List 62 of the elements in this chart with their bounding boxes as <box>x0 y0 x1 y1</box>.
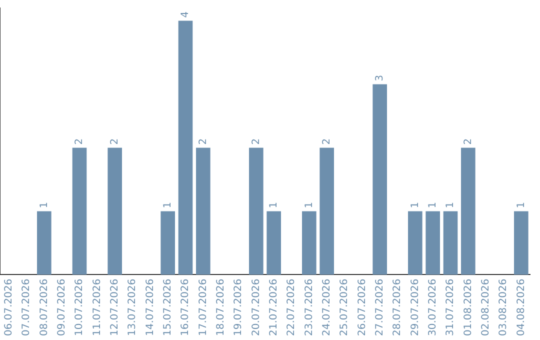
bar <box>443 211 458 275</box>
x-tick-label: 29.07.2026 <box>410 278 421 336</box>
data-label: 1 <box>268 202 280 208</box>
bar <box>266 211 281 275</box>
bar <box>426 211 440 275</box>
data-label: 2 <box>74 138 86 145</box>
data-label: 1 <box>445 202 456 208</box>
x-tick-label: 24.07.2026 <box>321 278 332 336</box>
data-label: 1 <box>516 202 527 208</box>
x-tick-label: 15.07.2026 <box>162 278 174 336</box>
bar <box>249 148 264 275</box>
x-tick-label: 10.07.2026 <box>74 278 86 336</box>
bar <box>37 211 52 275</box>
x-tick-label: 26.07.2026 <box>356 278 368 336</box>
x-tick-label: 27.07.2026 <box>374 278 386 336</box>
bar <box>320 148 334 275</box>
data-label: 1 <box>304 202 315 208</box>
data-label: 2 <box>109 138 120 145</box>
x-tick-label: 12.07.2026 <box>109 278 120 336</box>
x-tick-label: 02.08.2026 <box>480 278 492 336</box>
x-tick-label: 19.07.2026 <box>233 278 244 336</box>
data-label: 4 <box>180 11 192 18</box>
x-tick-label: 08.07.2026 <box>38 278 50 336</box>
x-tick-label: 01.08.2026 <box>462 278 474 336</box>
x-tick-label: 09.07.2026 <box>56 278 68 336</box>
x-tick-label: 22.07.2026 <box>286 278 298 336</box>
x-tick-label: 23.07.2026 <box>304 278 315 336</box>
data-label: 2 <box>321 138 332 145</box>
data-label: 1 <box>162 202 174 208</box>
x-tick-label: 20.07.2026 <box>250 278 262 336</box>
x-tick-label: 17.07.2026 <box>198 278 209 336</box>
x-tick-label: 06.07.2026 <box>3 278 14 336</box>
x-tick-label: 11.07.2026 <box>92 278 103 336</box>
data-label: 2 <box>198 138 209 145</box>
bar <box>72 148 87 275</box>
bar <box>108 148 122 275</box>
bar <box>408 211 422 275</box>
data-label: 1 <box>38 202 50 208</box>
bar <box>302 211 316 275</box>
data-label: 1 <box>427 202 438 208</box>
bar <box>178 20 193 275</box>
x-tick-label: 28.07.2026 <box>392 278 404 336</box>
x-tick-label: 04.08.2026 <box>516 278 527 336</box>
bar <box>196 148 210 275</box>
x-tick-label: 07.07.2026 <box>21 278 32 336</box>
x-tick-label: 16.07.2026 <box>180 278 192 336</box>
x-tick-label: 14.07.2026 <box>144 278 156 336</box>
x-tick-label: 25.07.2026 <box>339 278 350 336</box>
x-tick-label: 13.07.2026 <box>127 278 138 336</box>
x-tick-label: 18.07.2026 <box>215 278 226 336</box>
data-label: 1 <box>410 202 421 208</box>
x-tick-label: 30.07.2026 <box>427 278 438 336</box>
bar <box>372 84 387 275</box>
bar <box>160 211 175 275</box>
data-label: 2 <box>462 138 474 145</box>
bar <box>461 148 476 275</box>
x-tick-label: 03.08.2026 <box>498 278 510 336</box>
bar <box>514 211 528 275</box>
x-tick-label: 21.07.2026 <box>268 278 280 336</box>
x-tick-label: 31.07.2026 <box>445 278 456 336</box>
data-label: 3 <box>374 74 386 82</box>
data-label: 2 <box>250 138 262 145</box>
